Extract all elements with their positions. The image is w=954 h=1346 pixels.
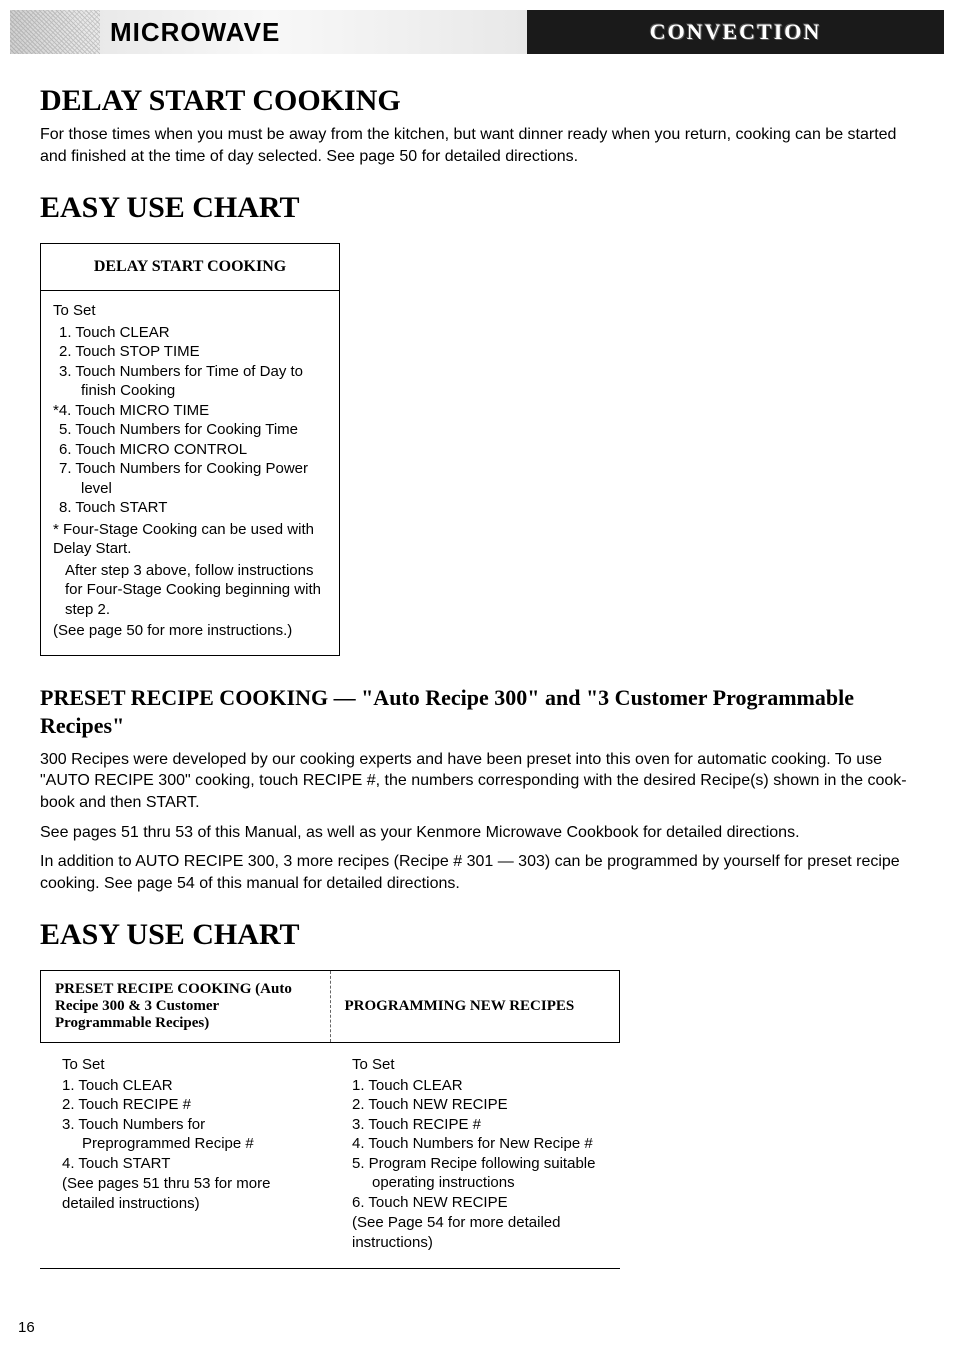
step: 1. Touch CLEAR xyxy=(62,1076,316,1096)
header-left: MICROWAVE xyxy=(10,10,527,54)
page-content: DELAY START COOKING For those times when… xyxy=(0,54,954,1289)
preset-recipe-title: PRESET RECIPE COOKING — "Auto Recipe 300… xyxy=(40,684,914,741)
step: *4. Touch MICRO TIME xyxy=(53,401,327,421)
step: 1. Touch CLEAR xyxy=(352,1076,606,1096)
delay-start-title: DELAY START COOKING xyxy=(40,84,914,118)
colB-note: (See Page 54 for more detailed instructi… xyxy=(352,1213,606,1252)
step: 4. Touch START xyxy=(62,1154,316,1174)
page-number: 16 xyxy=(18,1319,954,1336)
chart2-colB-header: PROGRAMMING NEW RECIPES xyxy=(331,971,621,1042)
colA-steps: 1. Touch CLEAR 2. Touch RECIPE # 3. Touc… xyxy=(62,1076,316,1174)
colB-steps: 1. Touch CLEAR 2. Touch NEW RECIPE 3. To… xyxy=(352,1076,606,1213)
footnote: After step 3 above, follow instructions … xyxy=(53,561,327,620)
step: 3. Touch RECIPE # xyxy=(352,1115,606,1135)
delay-start-box-body: To Set 1. Touch CLEAR 2. Touch STOP TIME… xyxy=(41,291,339,655)
step: 8. Touch START xyxy=(53,498,327,518)
step: 6. Touch MICRO CONTROL xyxy=(53,440,327,460)
step: 1. Touch CLEAR xyxy=(53,323,327,343)
easy-use-chart-1-title: EASY USE CHART xyxy=(40,191,914,225)
header-bar: MICROWAVE CONVECTION xyxy=(10,10,944,54)
footnote: (See page 50 for more instructions.) xyxy=(53,621,327,641)
chart2-colA-header: PRESET RECIPE COOKING (Auto Recipe 300 &… xyxy=(40,971,331,1042)
preset-recipe-p2: See pages 51 thru 53 of this Manual, as … xyxy=(40,822,914,844)
delay-start-steps: 1. Touch CLEAR 2. Touch STOP TIME 3. Tou… xyxy=(53,323,327,518)
header-right: CONVECTION xyxy=(527,10,944,54)
step: 2. Touch STOP TIME xyxy=(53,342,327,362)
step: 5. Program Recipe following suitable ope… xyxy=(352,1154,606,1193)
chart2-header-row: PRESET RECIPE COOKING (Auto Recipe 300 &… xyxy=(40,971,620,1043)
to-set-label: To Set xyxy=(53,301,327,321)
delay-start-body: For those times when you must be away fr… xyxy=(40,124,914,167)
easy-use-chart-2-title: EASY USE CHART xyxy=(40,918,914,952)
footnote: * Four-Stage Cooking can be used with De… xyxy=(53,520,327,559)
header-right-text: CONVECTION xyxy=(650,19,822,45)
step: 2. Touch RECIPE # xyxy=(62,1095,316,1115)
to-set-label: To Set xyxy=(62,1055,316,1075)
preset-recipe-p1: 300 Recipes were developed by our cookin… xyxy=(40,749,914,814)
header-left-text: MICROWAVE xyxy=(110,17,280,48)
step: 7. Touch Numbers for Cooking Power level xyxy=(53,459,327,498)
step: 4. Touch Numbers for New Recipe # xyxy=(352,1134,606,1154)
step: 6. Touch NEW RECIPE xyxy=(352,1193,606,1213)
step: 5. Touch Numbers for Cooking Time xyxy=(53,420,327,440)
preset-recipe-chart: PRESET RECIPE COOKING (Auto Recipe 300 &… xyxy=(40,970,620,1269)
delay-start-box: DELAY START COOKING To Set 1. Touch CLEA… xyxy=(40,243,340,656)
colA-note: (See pages 51 thru 53 for more detailed … xyxy=(62,1174,316,1213)
delay-start-box-header: DELAY START COOKING xyxy=(41,244,339,291)
step: 3. Touch Numbers for Time of Day to fini… xyxy=(53,362,327,401)
step: 2. Touch NEW RECIPE xyxy=(352,1095,606,1115)
to-set-label: To Set xyxy=(352,1055,606,1075)
step: 3. Touch Numbers for Preprogrammed Recip… xyxy=(62,1115,316,1154)
preset-recipe-p3: In addition to AUTO RECIPE 300, 3 more r… xyxy=(40,851,914,894)
